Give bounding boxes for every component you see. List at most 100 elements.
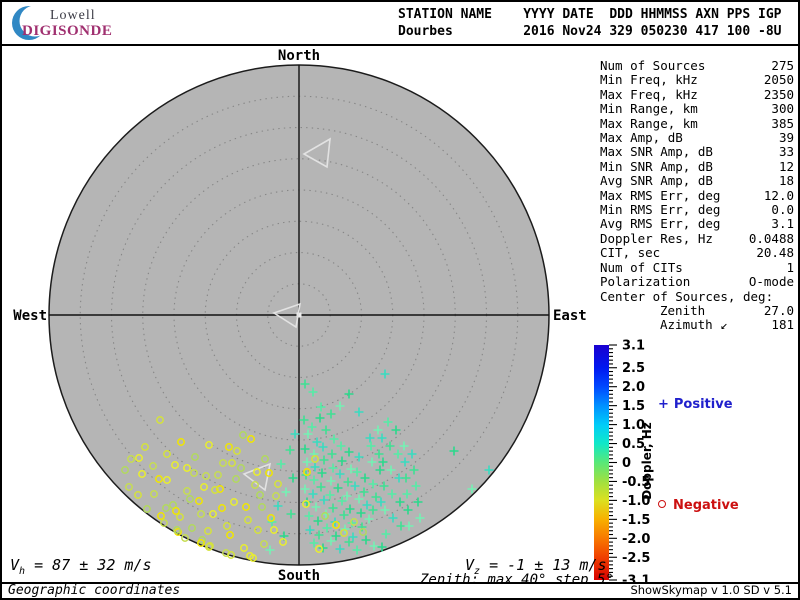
colorbar-tick-label: 2.0 bbox=[622, 380, 645, 395]
scatter-point-negative bbox=[141, 443, 149, 451]
scatter-point-positive bbox=[318, 543, 328, 553]
colorbar-tick-label: 2.5 bbox=[622, 361, 645, 376]
scatter-point-negative bbox=[155, 475, 163, 483]
scatter-point-positive bbox=[383, 417, 393, 427]
scatter-point-negative bbox=[350, 518, 358, 526]
scatter-point-positive bbox=[316, 482, 326, 492]
scatter-point-positive bbox=[309, 538, 319, 548]
scatter-point-negative bbox=[244, 516, 252, 524]
scatter-point-positive bbox=[396, 521, 406, 531]
panel-row: Center of Sources, deg: bbox=[600, 289, 794, 304]
scatter-point-positive bbox=[399, 441, 409, 451]
scatter-point-positive bbox=[344, 537, 354, 547]
circle-marker-icon bbox=[658, 500, 666, 508]
panel-row-label: Min SNR Amp, dB bbox=[600, 158, 713, 174]
colorbar-tick-label: 1.0 bbox=[622, 418, 645, 433]
colorbar-tick-label: -2.5 bbox=[622, 551, 650, 566]
scatter-point-negative bbox=[247, 435, 255, 443]
panel-row-label: Doppler Res, Hz bbox=[600, 230, 713, 246]
center-marker bbox=[296, 312, 302, 318]
scatter-point-negative bbox=[311, 455, 319, 463]
scatter-point-positive bbox=[305, 525, 315, 535]
scatter-point-positive bbox=[385, 441, 395, 451]
lowell-digisonde-logo: Lowell DIGISONDE bbox=[8, 4, 158, 42]
scatter-point-negative bbox=[125, 483, 133, 491]
scatter-point-positive bbox=[309, 449, 319, 459]
scatter-point-positive bbox=[369, 541, 379, 551]
scatter-point-negative bbox=[240, 544, 248, 552]
panel-row-label: CIT, sec bbox=[600, 245, 661, 261]
scatter-point-negative bbox=[211, 486, 219, 494]
scatter-point-positive bbox=[360, 473, 370, 483]
scatter-point-positive bbox=[329, 434, 339, 444]
panel-row-value: 0.0488 bbox=[748, 230, 794, 246]
scatter-point-positive bbox=[407, 449, 417, 459]
scatter-point-negative bbox=[191, 453, 199, 461]
scatter-point-negative bbox=[332, 521, 340, 529]
scatter-point-positive bbox=[377, 433, 387, 443]
scatter-point-negative bbox=[249, 554, 257, 562]
scatter-point-positive bbox=[400, 457, 410, 467]
version-label: ShowSkymap v 1.0 SD v 5.1 bbox=[630, 583, 792, 597]
scatter-point-negative bbox=[183, 464, 191, 472]
scatter-point-negative bbox=[214, 471, 222, 479]
scatter-point-negative bbox=[302, 500, 310, 508]
scatter-point-positive bbox=[326, 476, 336, 486]
scatter-point-positive bbox=[337, 496, 347, 506]
panel-row-value: 12.0 bbox=[763, 187, 794, 203]
scatter-point-negative bbox=[149, 462, 157, 470]
panel-row-label: Max RMS Err, deg bbox=[600, 187, 721, 203]
scatter-point-positive bbox=[371, 492, 381, 502]
scatter-point-positive bbox=[402, 489, 412, 499]
scatter-point-positive bbox=[350, 481, 360, 491]
panel-row-label: Avg SNR Amp, dB bbox=[600, 173, 713, 189]
scatter-point-positive bbox=[326, 409, 336, 419]
scatter-point-positive bbox=[290, 429, 300, 439]
panel-row-value: 2050 bbox=[763, 72, 794, 88]
scatter-point-positive bbox=[357, 522, 367, 532]
scatter-point-negative bbox=[143, 505, 151, 513]
scatter-point-negative bbox=[261, 455, 269, 463]
colorbar-tick-label: 1.5 bbox=[622, 399, 645, 414]
scatter-point-positive bbox=[352, 467, 362, 477]
scatter-point-positive bbox=[449, 446, 459, 456]
panel-row: Min Freq, kHz 2050 bbox=[600, 72, 794, 88]
scatter-point-positive bbox=[348, 532, 358, 542]
scatter-point-positive bbox=[354, 407, 364, 417]
scatter-point-positive bbox=[335, 469, 345, 479]
panel-row-label: Num of Sources bbox=[600, 58, 706, 73]
scatter-point-positive bbox=[285, 445, 295, 455]
scatter-point-positive bbox=[380, 369, 390, 379]
scatter-point-positive bbox=[313, 516, 323, 526]
scatter-point-negative bbox=[233, 447, 241, 455]
compass-label-south: South bbox=[278, 568, 320, 584]
scatter-point-negative bbox=[206, 542, 214, 550]
scatter-point-positive bbox=[343, 477, 353, 487]
scatter-point-negative bbox=[171, 461, 179, 469]
scatter-point-negative bbox=[172, 507, 180, 515]
scatter-point-positive bbox=[388, 513, 398, 523]
scatter-point-positive bbox=[395, 497, 405, 507]
panel-row-value: 12 bbox=[778, 158, 794, 174]
doppler-colorbar: 3.12.52.01.51.00.50-0.5-1.0-1.5-2.0-2.5-… bbox=[594, 339, 654, 589]
colorbar-tick-label: 3.1 bbox=[622, 339, 645, 354]
scatter-point-positive bbox=[368, 479, 378, 489]
compass-label-north: North bbox=[278, 48, 320, 64]
panel-row: Min Range, km 300 bbox=[600, 101, 794, 117]
vz-subscript: z bbox=[474, 566, 481, 577]
scatter-point-positive bbox=[354, 494, 364, 504]
scatter-point-positive bbox=[342, 491, 352, 501]
panel-row-value: 385 bbox=[771, 115, 794, 131]
panel-row-value: 39 bbox=[778, 130, 794, 146]
scatter-point-positive bbox=[281, 487, 291, 497]
scatter-point-negative bbox=[270, 526, 278, 534]
scatter-point-positive bbox=[337, 456, 347, 466]
scatter-point-negative bbox=[181, 534, 189, 542]
panel-row-value: 300 bbox=[771, 101, 794, 117]
scatter-point-positive bbox=[316, 402, 326, 412]
panel-row: Num of Sources 275 bbox=[600, 58, 794, 73]
panel-row-label: Zenith bbox=[660, 302, 706, 318]
vertical-velocity-readout: Vz = -1 ± 13 m/s bbox=[465, 556, 607, 577]
scatter-point-positive bbox=[286, 509, 296, 519]
scatter-point-positive bbox=[309, 475, 319, 485]
